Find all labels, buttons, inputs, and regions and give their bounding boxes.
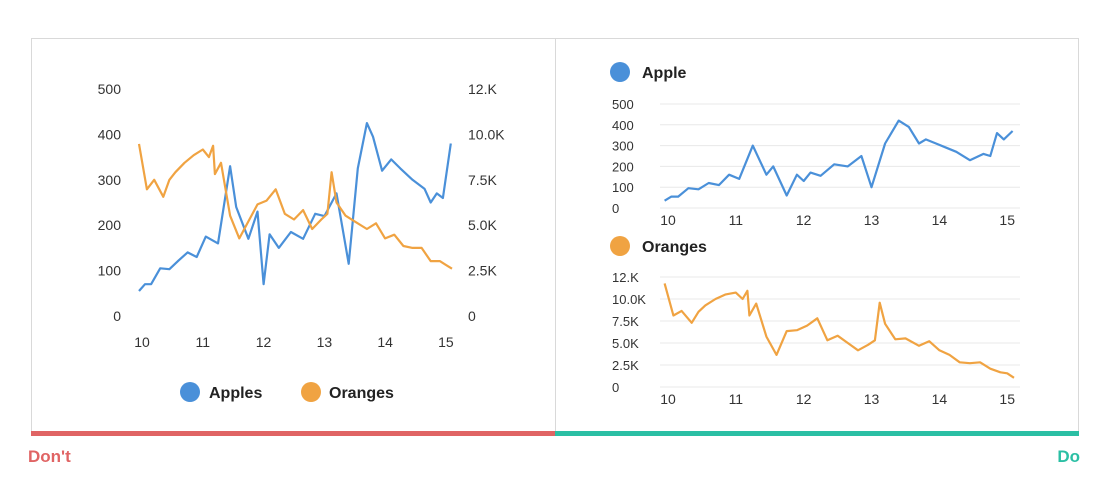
series-line-oranges — [137, 143, 453, 270]
y-tick-label: 12.K — [612, 270, 639, 285]
x-tick-label: 15 — [999, 391, 1015, 407]
x-tick-label: 15 — [438, 334, 454, 350]
y-tick-label: 2.5K — [612, 358, 639, 373]
y-tick-label: 300 — [612, 139, 634, 154]
y-tick-label: 5.0K — [612, 336, 639, 351]
series-line-oranges — [663, 283, 1015, 379]
y-right-tick-label: 12.K — [468, 81, 497, 97]
x-tick-label: 14 — [932, 212, 948, 228]
y-right-tick-label: 2.5K — [468, 263, 497, 279]
x-tick-label: 12 — [256, 334, 272, 350]
x-tick-label: 13 — [864, 391, 880, 407]
y-tick-label: 100 — [612, 180, 634, 195]
x-tick-label: 10 — [660, 391, 676, 407]
x-tick-label: 15 — [999, 212, 1015, 228]
y-left-tick-label: 100 — [98, 263, 122, 279]
legend-marker-apples — [180, 382, 200, 402]
x-tick-label: 11 — [196, 334, 211, 350]
y-right-tick-label: 0 — [468, 308, 476, 324]
y-tick-label: 7.5K — [612, 314, 639, 329]
dont-indicator-bar — [31, 431, 555, 436]
x-tick-label: 11 — [729, 391, 744, 407]
y-right-tick-label: 10.0K — [468, 126, 505, 142]
series-line-apple — [664, 119, 1014, 202]
y-left-tick-label: 200 — [98, 217, 122, 233]
legend-label-oranges: Oranges — [329, 385, 394, 402]
x-tick-label: 10 — [134, 334, 150, 350]
legend-marker-oranges — [610, 236, 630, 256]
dont-label: Don't — [28, 447, 71, 466]
legend-marker-apple — [610, 62, 630, 82]
y-tick-label: 0 — [612, 201, 619, 216]
panel-divider — [555, 38, 556, 433]
y-tick-label: 500 — [612, 97, 634, 112]
legend-label-apple: Apple — [642, 65, 687, 82]
do-label: Do — [1057, 447, 1080, 466]
x-tick-label: 14 — [377, 334, 393, 350]
y-left-tick-label: 400 — [98, 126, 122, 142]
y-left-tick-label: 0 — [113, 308, 121, 324]
legend-marker-oranges — [301, 382, 321, 402]
do-indicator-bar — [555, 431, 1079, 436]
y-right-tick-label: 5.0K — [468, 217, 497, 233]
x-tick-label: 14 — [932, 391, 948, 407]
series-line-apples — [138, 121, 452, 292]
x-tick-label: 13 — [864, 212, 880, 228]
y-tick-label: 200 — [612, 159, 634, 174]
y-tick-label: 0 — [612, 380, 619, 395]
y-tick-label: 10.0K — [612, 292, 646, 307]
x-tick-label: 10 — [660, 212, 676, 228]
x-tick-label: 13 — [317, 334, 333, 350]
x-tick-label: 11 — [729, 212, 744, 228]
x-tick-label: 12 — [796, 212, 812, 228]
legend-label-apples: Apples — [209, 385, 262, 402]
y-right-tick-label: 7.5K — [468, 172, 497, 188]
x-tick-label: 12 — [796, 391, 812, 407]
y-left-tick-label: 500 — [98, 81, 122, 97]
legend-label-oranges: Oranges — [642, 239, 707, 256]
y-left-tick-label: 300 — [98, 172, 122, 188]
y-tick-label: 400 — [612, 118, 634, 133]
